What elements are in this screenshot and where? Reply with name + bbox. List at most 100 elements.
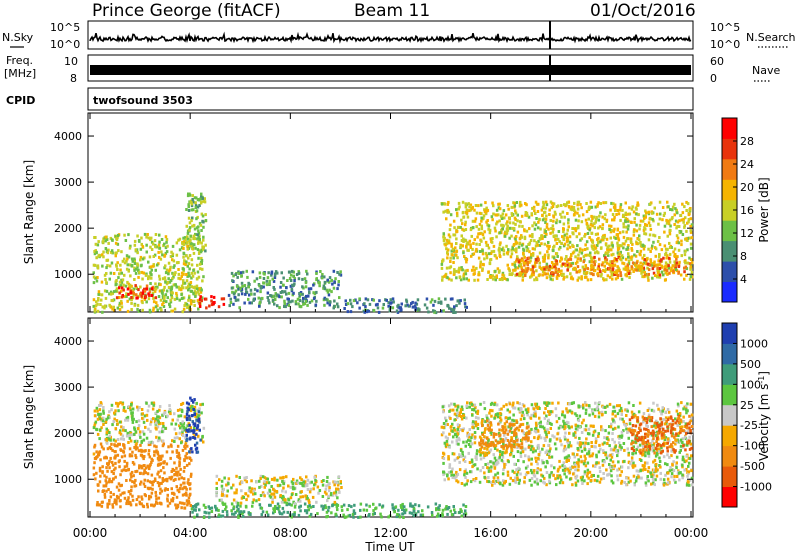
power-echo-cell: [257, 296, 260, 300]
power-echo-cell: [127, 282, 130, 286]
power-echo-cell: [510, 252, 514, 256]
power-echo-cell: [531, 252, 535, 256]
power-echo-cell: [190, 242, 193, 246]
power-echo-cell: [157, 250, 160, 254]
power-echo-cell: [258, 304, 261, 308]
power-echo-cell: [460, 218, 463, 222]
power-echo-cell: [146, 233, 149, 236]
velocity-echo-cell: [502, 468, 505, 472]
velocity-echo-cell: [437, 514, 441, 518]
power-echo-cell: [591, 224, 594, 228]
velocity-echo-cell: [304, 509, 307, 513]
power-echo-cell: [524, 259, 527, 263]
power-echo-cell: [292, 283, 295, 287]
velocity-echo-cell: [258, 503, 262, 507]
velocity-echo-cell: [308, 504, 311, 508]
velocity-echo-cell: [630, 410, 634, 414]
power-echo-cell: [570, 275, 573, 279]
power-echo-cell: [542, 205, 545, 209]
power-echo-cell: [515, 272, 519, 276]
velocity-echo-cell: [185, 463, 189, 467]
velocity-echo-cell: [626, 447, 629, 451]
power-echo-cell: [643, 217, 646, 220]
power-echo-cell: [635, 212, 638, 216]
power-echo-cell: [588, 236, 591, 240]
power-echo-cell: [198, 262, 202, 266]
velocity-echo-cell: [183, 428, 187, 432]
power-echo-cell: [608, 267, 611, 271]
velocity-echo-cell: [515, 468, 518, 472]
power-echo-cell: [668, 228, 672, 232]
power-echo-cell: [202, 235, 205, 239]
power-echo-cell: [137, 288, 140, 292]
velocity-echo-cell: [131, 416, 134, 420]
velocity-echo-cell: [158, 438, 162, 442]
velocity-echo-cell: [233, 512, 236, 516]
power-echo-cell: [243, 284, 247, 287]
power-echo-cell: [555, 205, 559, 209]
power-echo-cell: [448, 228, 452, 232]
velocity-echo-cell: [156, 452, 160, 456]
power-echo-cell: [182, 252, 186, 256]
velocity-echo-cell: [238, 482, 242, 486]
velocity-echo-cell: [155, 427, 158, 431]
power-echo-cell: [673, 223, 676, 226]
velocity-echo-cell: [136, 405, 139, 409]
velocity-echo-cell: [565, 409, 568, 412]
power-echo-cell: [153, 289, 157, 293]
velocity-echo-cell: [196, 502, 200, 506]
power-echo-cell: [190, 271, 193, 275]
velocity-echo-cell: [273, 476, 276, 480]
power-echo-cell: [163, 285, 166, 289]
power-echo-cell: [577, 276, 581, 280]
power-echo-cell: [464, 239, 468, 243]
power-echo-cell: [518, 237, 522, 241]
power-echo-cell: [112, 305, 115, 309]
power-echo-cell: [451, 253, 454, 257]
velocity-echo-cell: [147, 452, 150, 456]
power-echo-cell: [236, 298, 240, 302]
velocity-echo-cell: [453, 402, 456, 406]
power-echo-cell: [662, 214, 666, 217]
velocity-echo-cell: [411, 504, 415, 508]
power-echo-cell: [524, 274, 527, 277]
power-echo-cell: [198, 204, 201, 207]
velocity-echo-cell: [438, 508, 441, 512]
power-echo-cell: [332, 269, 336, 273]
power-echo-cell: [289, 284, 293, 288]
beam-title: Beam 11: [354, 1, 430, 21]
velocity-echo-cell: [221, 493, 224, 497]
power-echo-cell: [657, 259, 660, 263]
power-echo-cell: [555, 242, 559, 245]
velocity-echo-cell: [539, 436, 543, 440]
velocity-echo-cell: [104, 479, 107, 483]
power-echo-cell: [233, 295, 236, 299]
velocity-echo-cell: [119, 429, 122, 433]
power-echo-cell: [414, 301, 417, 305]
velocity-echo-cell: [652, 424, 656, 428]
velocity-echo-cell: [127, 467, 130, 471]
velocity-echo-cell: [197, 419, 200, 423]
power-echo-cell: [475, 242, 478, 246]
velocity-echo-cell: [409, 502, 412, 506]
velocity-echo-cell: [446, 436, 449, 440]
power-echo-cell: [192, 234, 196, 238]
velocity-echo-cell: [101, 470, 104, 474]
velocity-echo-cell: [481, 451, 485, 455]
power-echo-cell: [635, 242, 638, 246]
velocity-echo-cell: [110, 460, 114, 464]
power-echo-cell: [303, 302, 307, 306]
velocity-echo-cell: [134, 484, 138, 488]
power-echo-cell: [512, 243, 516, 247]
power-echo-cell: [563, 275, 566, 279]
power-echo-cell: [502, 209, 506, 213]
velocity-echo-cell: [346, 508, 349, 512]
power-echo-cell: [447, 277, 451, 281]
velocity-echo-cell: [185, 487, 188, 491]
velocity-echo-cell: [299, 476, 302, 480]
power-echo-cell: [668, 218, 672, 222]
power-echo-cell: [491, 277, 495, 281]
velocity-echo-cell: [614, 414, 617, 418]
power-echo-cell: [563, 242, 567, 246]
power-echo-cell: [497, 206, 501, 210]
